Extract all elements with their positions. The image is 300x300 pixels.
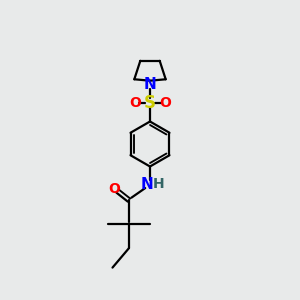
Text: N: N bbox=[141, 177, 153, 192]
Text: O: O bbox=[159, 96, 171, 110]
Text: H: H bbox=[152, 178, 164, 191]
Text: S: S bbox=[144, 94, 156, 112]
Text: N: N bbox=[144, 77, 156, 92]
Text: O: O bbox=[109, 182, 121, 196]
Text: O: O bbox=[129, 96, 141, 110]
